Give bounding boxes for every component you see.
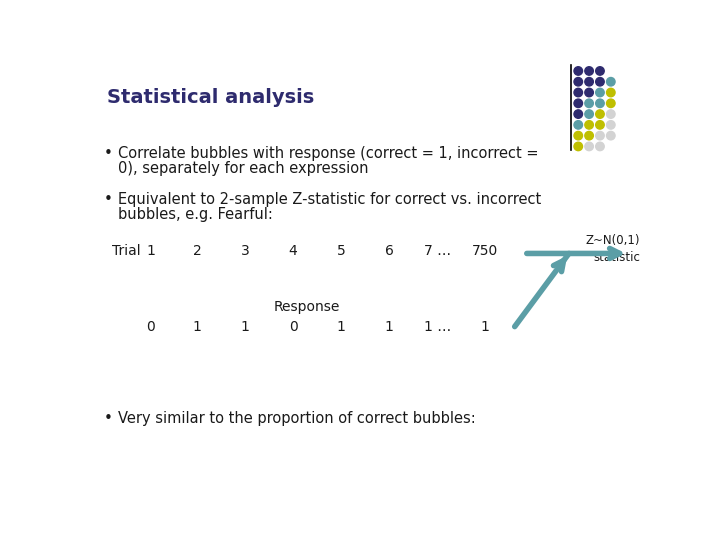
Circle shape [574,110,582,118]
Text: 0: 0 [289,320,297,334]
Text: 1 …: 1 … [423,320,451,334]
Circle shape [606,131,615,140]
Circle shape [595,88,604,97]
Circle shape [595,99,604,107]
Text: 5: 5 [337,244,346,258]
Circle shape [574,131,582,140]
Text: 1: 1 [337,320,346,334]
Text: 1: 1 [481,320,490,334]
Circle shape [585,142,593,151]
Circle shape [585,110,593,118]
Text: 1: 1 [240,320,249,334]
Text: bubbles, e.g. Fearful:: bubbles, e.g. Fearful: [118,207,273,222]
Text: Equivalent to 2-sample Z-statistic for correct vs. incorrect: Equivalent to 2-sample Z-statistic for c… [118,192,541,207]
Circle shape [585,120,593,129]
Circle shape [595,120,604,129]
Text: Response: Response [274,300,340,314]
Text: 3: 3 [240,244,249,258]
Circle shape [585,99,593,107]
Circle shape [574,67,582,75]
Circle shape [606,110,615,118]
Text: 2: 2 [192,244,202,258]
Circle shape [574,142,582,151]
Circle shape [595,142,604,151]
Text: Z~N(0,1)
statistic: Z~N(0,1) statistic [586,234,640,264]
Text: •: • [104,146,113,161]
Text: 1: 1 [192,320,202,334]
Circle shape [574,88,582,97]
Circle shape [606,120,615,129]
Circle shape [585,88,593,97]
Text: Trial: Trial [112,244,140,258]
Text: Very similar to the proportion of correct bubbles:: Very similar to the proportion of correc… [118,411,476,426]
Circle shape [595,110,604,118]
Circle shape [606,99,615,107]
Circle shape [585,131,593,140]
Text: 1: 1 [384,320,394,334]
Text: Correlate bubbles with response (correct = 1, incorrect =: Correlate bubbles with response (correct… [118,146,539,161]
Text: 4: 4 [289,244,297,258]
Text: 7 …: 7 … [423,244,451,258]
Circle shape [595,131,604,140]
Circle shape [606,78,615,86]
Circle shape [574,78,582,86]
Text: •: • [104,411,113,426]
Text: 1: 1 [146,244,155,258]
Circle shape [595,78,604,86]
Text: •: • [104,192,113,207]
Circle shape [585,67,593,75]
Text: 0), separately for each expression: 0), separately for each expression [118,161,369,176]
Circle shape [574,120,582,129]
Text: Statistical analysis: Statistical analysis [107,88,315,107]
Text: 6: 6 [384,244,394,258]
Circle shape [585,78,593,86]
Text: 0: 0 [146,320,155,334]
Circle shape [574,99,582,107]
Circle shape [606,88,615,97]
Text: 750: 750 [472,244,498,258]
Circle shape [595,67,604,75]
